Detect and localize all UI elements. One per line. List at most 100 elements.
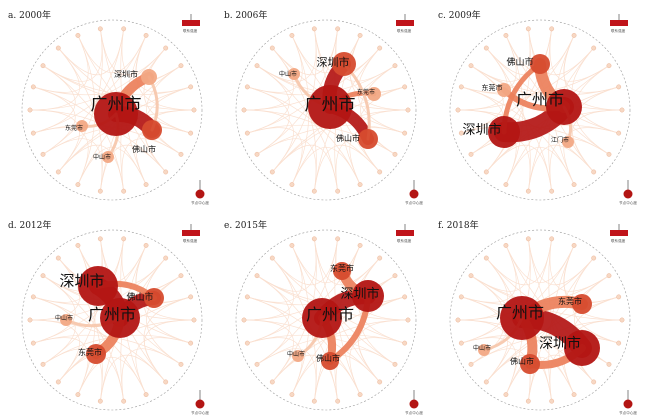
peripheral-node	[591, 255, 597, 261]
peripheral-node	[468, 361, 474, 367]
network-link	[243, 257, 294, 321]
city-node	[302, 298, 342, 338]
city-label: 深圳市	[59, 272, 104, 290]
peripheral-node	[483, 379, 489, 385]
peripheral-node	[289, 182, 295, 187]
peripheral-node	[377, 379, 383, 385]
legend-node	[195, 399, 205, 409]
peripheral-node	[289, 243, 295, 248]
peripheral-node	[525, 188, 531, 194]
city-label: 佛山市	[336, 133, 360, 143]
city-label: 广州市	[91, 95, 142, 115]
peripheral-node	[616, 130, 622, 136]
city-node	[367, 87, 381, 101]
network-link	[33, 86, 76, 155]
network-link	[486, 47, 619, 134]
peripheral-node	[392, 151, 398, 157]
peripheral-node	[254, 63, 260, 69]
city-label: 深圳市	[317, 55, 350, 69]
network-link	[549, 28, 610, 82]
peripheral-node	[188, 84, 194, 90]
city-node	[78, 266, 118, 306]
peripheral-node	[571, 392, 577, 397]
city-node	[142, 120, 162, 140]
network-link	[335, 238, 396, 292]
peripheral-node	[269, 255, 275, 261]
peripheral-node	[458, 294, 464, 300]
peripheral-node	[616, 340, 622, 346]
network-link	[243, 109, 294, 173]
panel-label: d. 2012年	[8, 219, 51, 231]
peripheral-node	[30, 340, 36, 346]
peripheral-node	[335, 398, 341, 404]
network-link	[146, 65, 182, 155]
peripheral-node	[525, 236, 531, 242]
ring-guide	[21, 229, 203, 411]
peripheral-node	[40, 63, 46, 69]
peripheral-node	[357, 33, 363, 38]
background-links	[29, 238, 195, 402]
city-label: 东莞市	[357, 88, 375, 96]
peripheral-node	[97, 26, 103, 32]
peripheral-node	[55, 45, 61, 51]
city-node	[564, 330, 600, 366]
peripheral-node	[525, 26, 531, 32]
peripheral-node	[377, 255, 383, 261]
city-label: 深圳市	[114, 69, 138, 79]
city-label: 广州市	[516, 90, 564, 109]
network-link	[335, 28, 396, 82]
city-label: 广州市	[496, 303, 544, 322]
peripheral-node	[97, 188, 103, 194]
city-label: 广州市	[88, 305, 136, 324]
peripheral-node	[549, 398, 555, 404]
peripheral-node	[606, 361, 612, 367]
peripheral-node	[191, 317, 197, 323]
city-node	[94, 92, 138, 136]
peripheral-node	[616, 294, 622, 300]
city-node	[86, 344, 106, 364]
peripheral-node	[188, 294, 194, 300]
peripheral-node	[178, 361, 184, 367]
city-label: 佛山市	[126, 291, 153, 303]
city-label: 深圳市	[340, 286, 379, 302]
city-node	[100, 298, 140, 338]
city-node	[572, 294, 592, 314]
city-label: 广州市	[305, 95, 356, 115]
peripheral-node	[525, 398, 531, 404]
ring-guide	[235, 229, 417, 411]
peripheral-node	[458, 84, 464, 90]
peripheral-node	[40, 361, 46, 367]
city-label: 广州市	[306, 305, 354, 324]
network-link	[549, 238, 610, 292]
ring-guide	[21, 19, 203, 201]
legend-bar-label: 联系强度	[183, 28, 198, 33]
peripheral-node	[121, 236, 127, 242]
peripheral-node	[163, 255, 169, 261]
peripheral-node	[483, 45, 489, 51]
peripheral-node	[606, 63, 612, 69]
peripheral-node	[591, 379, 597, 385]
peripheral-node	[591, 169, 597, 175]
network-link	[357, 47, 405, 134]
background-links	[243, 28, 409, 192]
peripheral-node	[143, 392, 149, 397]
peripheral-node	[40, 151, 46, 157]
peripheral-node	[483, 169, 489, 175]
peripheral-node	[468, 273, 474, 279]
peripheral-node	[377, 169, 383, 175]
city-label: 深圳市	[462, 122, 501, 138]
network-link	[29, 47, 80, 111]
city-node	[60, 314, 72, 326]
legend-node	[623, 189, 633, 199]
network-link	[33, 65, 182, 96]
city-label: 佛山市	[316, 353, 340, 363]
peripheral-node	[27, 317, 33, 323]
legend-bar	[182, 230, 200, 236]
network-link	[29, 109, 80, 173]
peripheral-node	[455, 107, 461, 113]
